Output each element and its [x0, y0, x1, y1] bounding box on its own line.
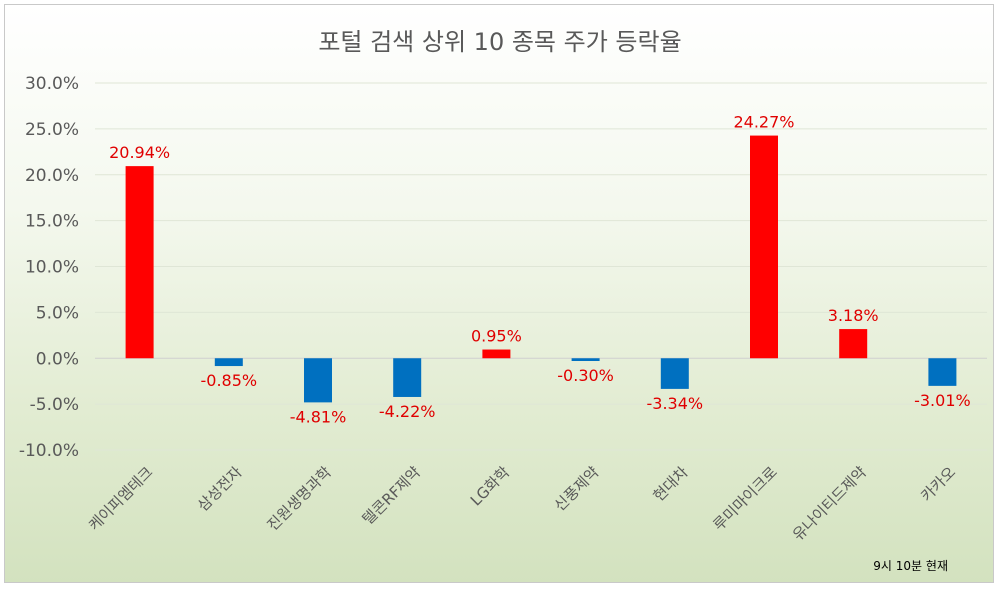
data-label: 3.18%: [828, 306, 879, 325]
y-tick-label: 25.0%: [25, 120, 79, 140]
x-tick-label: 유나이티드제약: [789, 463, 870, 544]
x-tick-label: 카카오: [917, 463, 959, 505]
data-label: 20.94%: [109, 143, 170, 162]
bar: [304, 358, 332, 403]
bar: [393, 358, 422, 397]
y-tick-label: -5.0%: [30, 395, 79, 415]
data-label: -3.34%: [646, 394, 703, 413]
bar: [125, 166, 154, 359]
y-tick-label: 10.0%: [25, 258, 79, 278]
bar: [571, 358, 600, 362]
bar: [214, 358, 243, 367]
data-label: -0.85%: [200, 371, 257, 390]
y-tick-label: -10.0%: [19, 441, 79, 461]
y-tick-label: 0.0%: [36, 349, 79, 369]
x-tick-label: 삼성전자: [194, 463, 246, 515]
timestamp-note: 9시 10분 현재: [873, 559, 948, 573]
chart-area: 포털 검색 상위 10 종목 주가 등락율 30.0% 25.0% 20.0% 15.…: [4, 4, 994, 583]
y-tick-label: 15.0%: [25, 212, 79, 232]
bar: [660, 358, 689, 389]
x-tick-label: 현대차: [650, 463, 692, 505]
x-tick-label: LG화학: [467, 463, 514, 510]
bar: [482, 349, 511, 359]
bar: [839, 329, 868, 359]
gridlines: [95, 82, 987, 451]
y-tick-label: 5.0%: [36, 303, 79, 323]
bar: [928, 358, 957, 386]
data-label: -4.81%: [290, 407, 347, 426]
x-tick-label: 루미마이크로: [710, 463, 781, 534]
y-axis: 30.0% 25.0% 20.0% 15.0% 10.0% 5.0% 0.0% -5.0% -1…: [19, 74, 79, 461]
data-label: -0.30%: [557, 366, 614, 385]
data-label: -3.01%: [914, 391, 971, 410]
bar: [750, 135, 778, 359]
bars: [125, 135, 957, 403]
x-tick-label: 케이피엠테크: [85, 463, 156, 534]
data-labels: 20.94% -0.85% -4.81% -4.22% 0.95% -0.30% -3.34…: [109, 113, 971, 427]
data-label: -4.22%: [379, 402, 436, 421]
chart-title: 포털 검색 상위 10 종목 주가 등락율: [318, 28, 681, 56]
x-tick-label: 텔콘RF제약: [359, 463, 424, 528]
y-tick-label: 20.0%: [25, 166, 79, 186]
y-tick-label: 30.0%: [25, 74, 79, 94]
x-tick-label: 진원생명과학: [264, 463, 335, 534]
data-label: 0.95%: [471, 327, 522, 346]
bar-chart: 포털 검색 상위 10 종목 주가 등락율 30.0% 25.0% 20.0% 15.…: [19, 28, 987, 573]
x-tick-label: 신풍제약: [551, 463, 603, 515]
x-axis: 케이피엠테크 삼성전자 진원생명과학 텔콘RF제약 LG화학 신풍제약 현대차 루미마이크로 유…: [85, 463, 959, 544]
data-label: 24.27%: [733, 113, 794, 132]
